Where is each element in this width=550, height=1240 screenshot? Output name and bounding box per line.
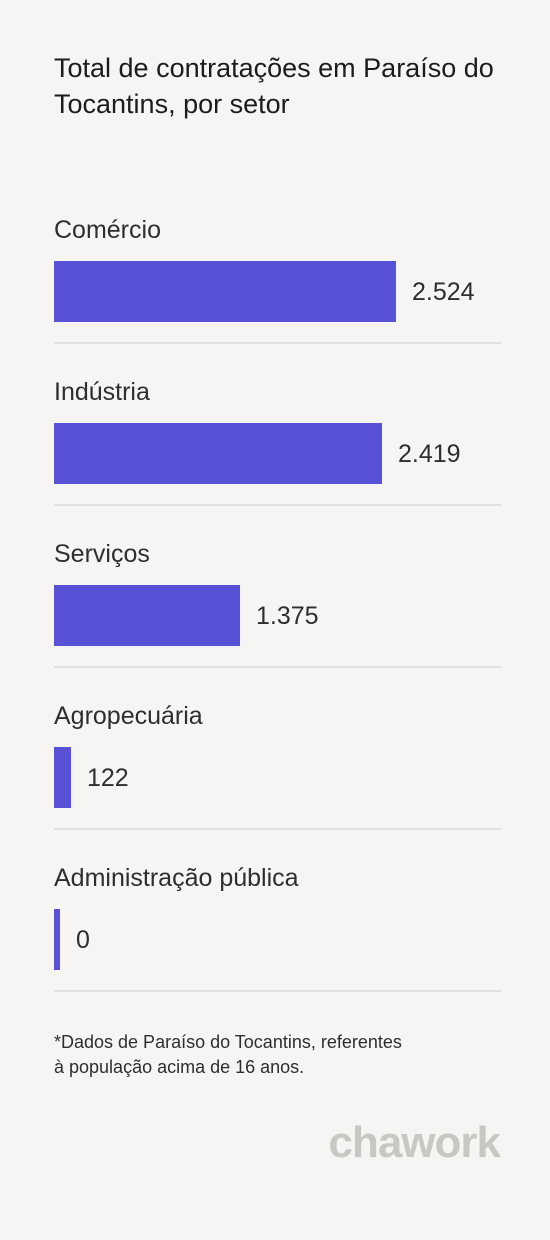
data-label: 2.419: [398, 440, 461, 468]
bar: [54, 747, 71, 808]
row-separator: [54, 666, 501, 668]
category-label: Indústria: [54, 378, 150, 406]
row-separator: [54, 828, 501, 830]
category-label: Serviços: [54, 540, 150, 568]
category-label: Comércio: [54, 216, 161, 244]
data-label: 2.524: [412, 278, 475, 306]
footnote-line-1: *Dados de Paraíso do Tocantins, referent…: [54, 1032, 402, 1052]
bar: [54, 909, 60, 970]
bar: [54, 585, 240, 646]
bar-row: Agropecuária 122: [54, 701, 501, 863]
bar: [54, 423, 382, 484]
data-label: 122: [87, 764, 129, 792]
footnote-line-2: à população acima de 16 anos.: [54, 1057, 305, 1077]
data-label: 1.375: [256, 602, 319, 630]
data-label: 0: [76, 926, 90, 954]
row-separator: [54, 990, 501, 992]
bar-row: Administração pública 0: [54, 863, 501, 1025]
bar: [54, 261, 396, 322]
footnote: *Dados de Paraíso do Tocantins, referent…: [54, 1030, 494, 1080]
bar-row: Serviços 1.375: [54, 539, 501, 701]
bar-row: Indústria 2.419: [54, 377, 501, 539]
row-separator: [54, 504, 501, 506]
chawork-logo: chawork: [328, 1118, 501, 1167]
row-separator: [54, 342, 501, 344]
category-label: Agropecuária: [54, 702, 203, 730]
category-label: Administração pública: [54, 864, 299, 892]
chart-title: Total de contratações em Paraíso do Toca…: [54, 53, 494, 119]
bar-row: Comércio 2.524: [54, 215, 501, 377]
